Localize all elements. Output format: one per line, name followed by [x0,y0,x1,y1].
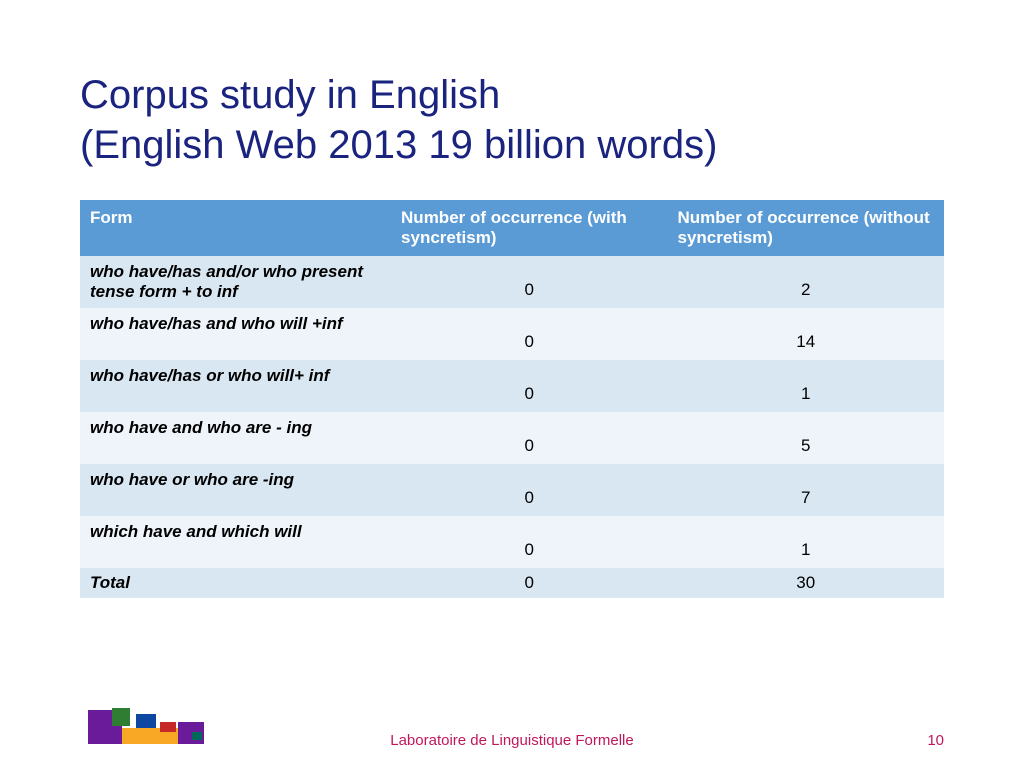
table-row: which have and which will 0 1 [80,516,944,568]
table-total-row: Total 0 30 [80,568,944,598]
cell-form: which have and which will [80,516,391,568]
cell-with: 0 [391,464,667,516]
cell-with: 0 [391,308,667,360]
cell-form: who have/has and/or who present tense fo… [80,256,391,308]
cell-without: 7 [668,464,945,516]
col-header-with: Number of occurrence (with syncretism) [391,200,667,256]
title-line-2: (English Web 2013 19 billion words) [80,123,717,167]
data-table: Form Number of occurrence (with syncreti… [80,200,944,598]
cell-without: 5 [668,412,945,464]
cell-without: 2 [668,256,945,308]
cell-form: who have/has or who will+ inf [80,360,391,412]
cell-without: 1 [668,516,945,568]
title-line-1: Corpus study in English [80,73,500,117]
footer-lab-name: Laboratoire de Linguistique Formelle [0,732,1024,749]
cell-total-without: 30 [668,568,945,598]
col-header-without: Number of occurrence (without syncretism… [668,200,945,256]
table-row: who have or who are -ing 0 7 [80,464,944,516]
slide-title: Corpus study in English (English Web 201… [80,70,944,170]
cell-form: who have or who are -ing [80,464,391,516]
cell-without: 14 [668,308,945,360]
cell-form: who have/has and who will +inf [80,308,391,360]
cell-total-with: 0 [391,568,667,598]
cell-with: 0 [391,360,667,412]
table-row: who have/has or who will+ inf 0 1 [80,360,944,412]
cell-with: 0 [391,516,667,568]
cell-with: 0 [391,256,667,308]
cell-without: 1 [668,360,945,412]
table-header-row: Form Number of occurrence (with syncreti… [80,200,944,256]
table-row: who have/has and who will +inf 0 14 [80,308,944,360]
table-row: who have/has and/or who present tense fo… [80,256,944,308]
col-header-form: Form [80,200,391,256]
table-row: who have and who are - ing 0 5 [80,412,944,464]
footer-page-number: 10 [927,732,944,749]
cell-with: 0 [391,412,667,464]
cell-total-label: Total [80,568,391,598]
cell-form: who have and who are - ing [80,412,391,464]
